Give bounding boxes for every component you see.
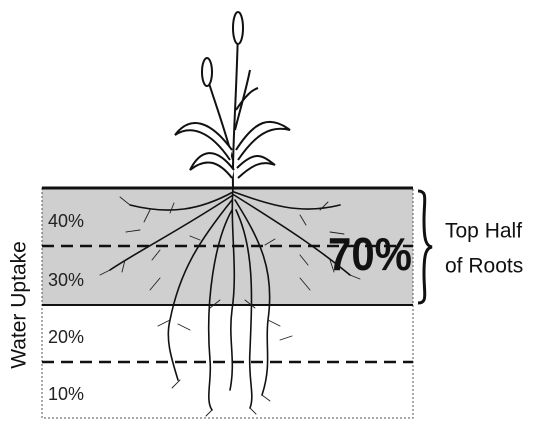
zone-label: 30% [48,270,84,290]
zone-label: 10% [48,384,84,404]
brace-label: of Roots [445,255,523,278]
brace [417,189,433,305]
axis-label: Water Uptake [8,241,31,369]
brace-label: Top Half [445,220,522,243]
zone-label: 40% [48,211,84,231]
zone-label: 20% [48,327,84,347]
plant [174,11,291,189]
top-half-total: 70% [328,228,412,280]
roots [99,187,361,417]
